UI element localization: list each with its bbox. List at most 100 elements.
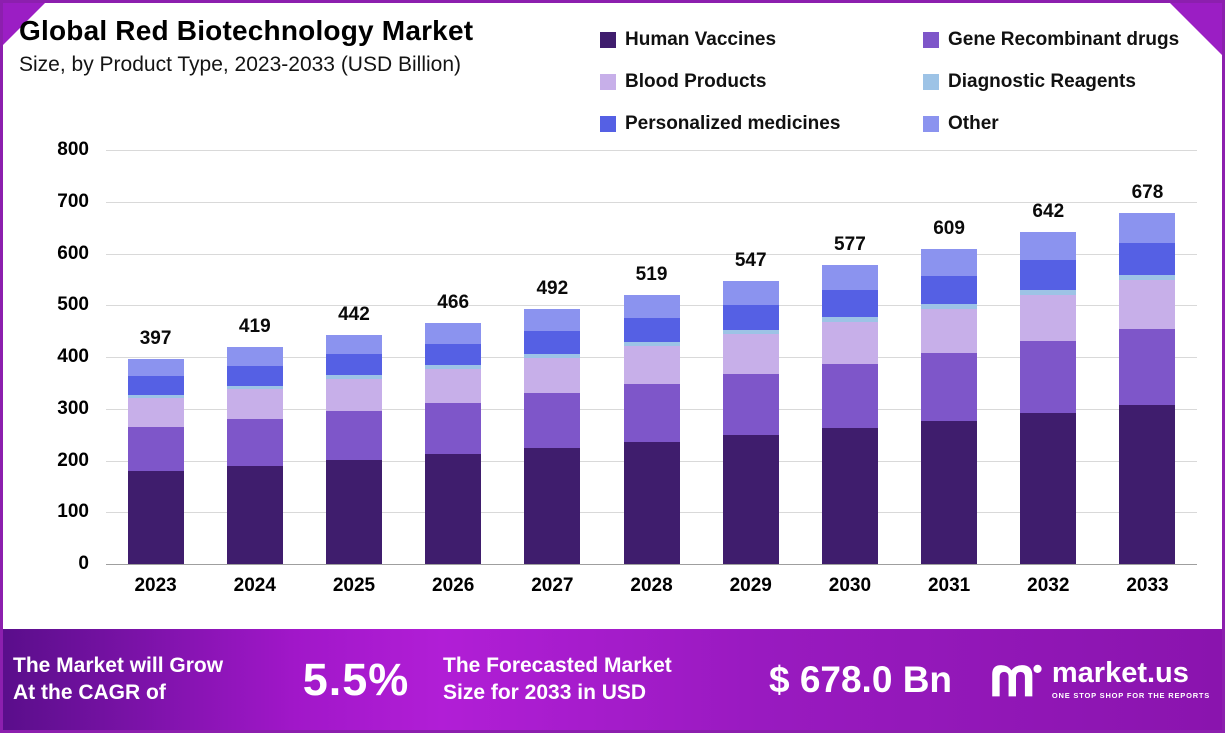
y-axis-label: 500 (57, 294, 89, 316)
chart-legend: Human Vaccines Gene Recombinant drugs Bloo… (600, 29, 1208, 135)
legend-item-other: Other (923, 113, 1208, 135)
text-line: At the CAGR of (13, 680, 166, 704)
bar-segment-blood-products (722, 334, 779, 375)
bar-segment-other (127, 358, 184, 377)
bar-segment-blood-products (524, 357, 581, 394)
y-axis-label: 800 (57, 139, 89, 160)
bar-segment-human-vaccines (524, 448, 581, 564)
y-axis-label: 600 (57, 242, 89, 264)
legend-label: Gene Recombinant drugs (948, 29, 1180, 50)
bar-segment-blood-products (127, 397, 184, 427)
bar-segment-personalized-medicines (425, 343, 482, 366)
bar-total-label: 442 (338, 304, 370, 326)
y-axis: 800 700 600 500 400 300 200 100 0 (21, 139, 89, 574)
bar-2024: 419 (226, 316, 283, 564)
bar-segment-personalized-medicines (226, 365, 283, 386)
bar-segment-other (226, 347, 283, 366)
corner-triangle-icon (1170, 3, 1222, 55)
bar-segment-diagnostic-reagents (226, 385, 283, 389)
bar-segment-diagnostic-reagents (425, 365, 482, 369)
bar-segment-human-vaccines (1119, 404, 1176, 564)
legend-swatch (923, 32, 939, 48)
bar-segment-personalized-medicines (1119, 243, 1176, 275)
x-axis-label: 2033 (1126, 575, 1169, 596)
brand-group[interactable]: market.us ONE STOP SHOP FOR THE REPORTS (978, 659, 1222, 700)
bar-2029: 547 (722, 250, 779, 564)
forecast-value: $ 678.0 Bn (768, 658, 953, 700)
bar-segment-gene-recombinant-drugs (722, 374, 779, 436)
bar-segment-human-vaccines (1020, 412, 1077, 564)
bar-total-label: 397 (139, 327, 172, 349)
bar-total-label: 577 (834, 234, 866, 256)
x-axis-label: 2025 (332, 575, 376, 596)
legend-swatch (923, 74, 939, 90)
forecast-caption: The Forecasted Market Size for 2033 in U… (443, 653, 743, 706)
bar-2031: 609 (921, 218, 978, 564)
plot-area: 397 419 442 466 492 519 547 577 609 642 678 (106, 150, 1197, 565)
bar-segment-diagnostic-reagents (722, 330, 779, 335)
gridline (106, 253, 1197, 255)
x-axis-label: 2024 (233, 575, 276, 596)
marketus-logo-icon (992, 664, 1042, 696)
bar-segment-personalized-medicines (524, 331, 581, 354)
x-axis-label: 2030 (828, 575, 872, 596)
gridline (106, 201, 1197, 203)
brand-tagline: ONE STOP SHOP FOR THE REPORTS (1051, 691, 1211, 700)
y-axis-label: 700 (57, 190, 89, 212)
legend-item-gene-recombinant-drugs: Gene Recombinant drugs (923, 29, 1208, 51)
brand-name: market.us (1051, 657, 1189, 689)
page-title: Global Red Biotechnology Market (19, 15, 474, 46)
bar-2028: 519 (623, 264, 680, 564)
bar-segment-other (1020, 231, 1077, 260)
bar-segment-human-vaccines (623, 441, 680, 564)
bar-segment-other (623, 295, 680, 318)
chart-subtitle: Size, by Product Type, 2023-2033 (USD Bi… (19, 53, 462, 76)
x-axis-label: 2031 (927, 575, 971, 596)
bar-segment-human-vaccines (425, 454, 482, 564)
y-axis-label: 0 (78, 553, 89, 574)
legend-swatch (600, 74, 616, 90)
x-axis-label: 2026 (432, 575, 475, 596)
bar-segment-human-vaccines (127, 470, 184, 564)
bar-segment-gene-recombinant-drugs (226, 419, 283, 466)
x-axis: 2023 2024 2025 2026 2027 2028 2029 2030 2031 2032… (106, 575, 1197, 597)
bar-segment-personalized-medicines (1020, 259, 1077, 290)
bar-segment-gene-recombinant-drugs (623, 383, 680, 442)
bar-segment-blood-products (821, 321, 878, 364)
bar-segment-personalized-medicines (325, 354, 382, 376)
bar-segment-other (524, 309, 581, 332)
text-line: The Forecasted Market (443, 654, 672, 678)
bar-segment-gene-recombinant-drugs (821, 363, 878, 428)
bar-total-label: 419 (238, 316, 271, 338)
bar-segment-diagnostic-reagents (325, 375, 382, 379)
bar-segment-other (921, 248, 978, 276)
bar-segment-other (821, 265, 878, 291)
text-line: The Market will Grow (13, 654, 224, 678)
bar-segment-diagnostic-reagents (127, 394, 184, 398)
legend-label: Human Vaccines (625, 29, 777, 50)
bar-segment-human-vaccines (226, 465, 283, 564)
bar-total-label: 609 (933, 217, 965, 239)
legend-swatch (600, 32, 616, 48)
legend-item-human-vaccines: Human Vaccines (600, 29, 915, 51)
y-axis-label: 400 (57, 346, 89, 367)
bar-2027: 492 (524, 278, 581, 564)
legend-item-personalized-medicines: Personalized medicines (600, 113, 915, 135)
bar-segment-other (325, 335, 382, 355)
legend-swatch (923, 116, 939, 132)
bar-segment-gene-recombinant-drugs (1119, 329, 1176, 405)
corner-triangle-icon (3, 3, 45, 45)
footer-banner: The Market will Grow At the CAGR of 5.5%… (3, 629, 1222, 730)
bar-segment-personalized-medicines (722, 304, 779, 331)
bar-segment-blood-products (921, 308, 978, 353)
bar-segment-blood-products (425, 368, 482, 403)
y-axis-label: 300 (57, 397, 89, 419)
cagr-caption: The Market will Grow At the CAGR of (13, 653, 281, 706)
cagr-value: 5.5% (302, 653, 410, 705)
bar-2025: 442 (325, 304, 382, 564)
bar-total-label: 466 (437, 291, 470, 313)
legend-label: Blood Products (625, 71, 767, 92)
bar-segment-other (722, 280, 779, 305)
y-axis-label: 200 (57, 449, 89, 471)
bar-segment-diagnostic-reagents (821, 317, 878, 322)
